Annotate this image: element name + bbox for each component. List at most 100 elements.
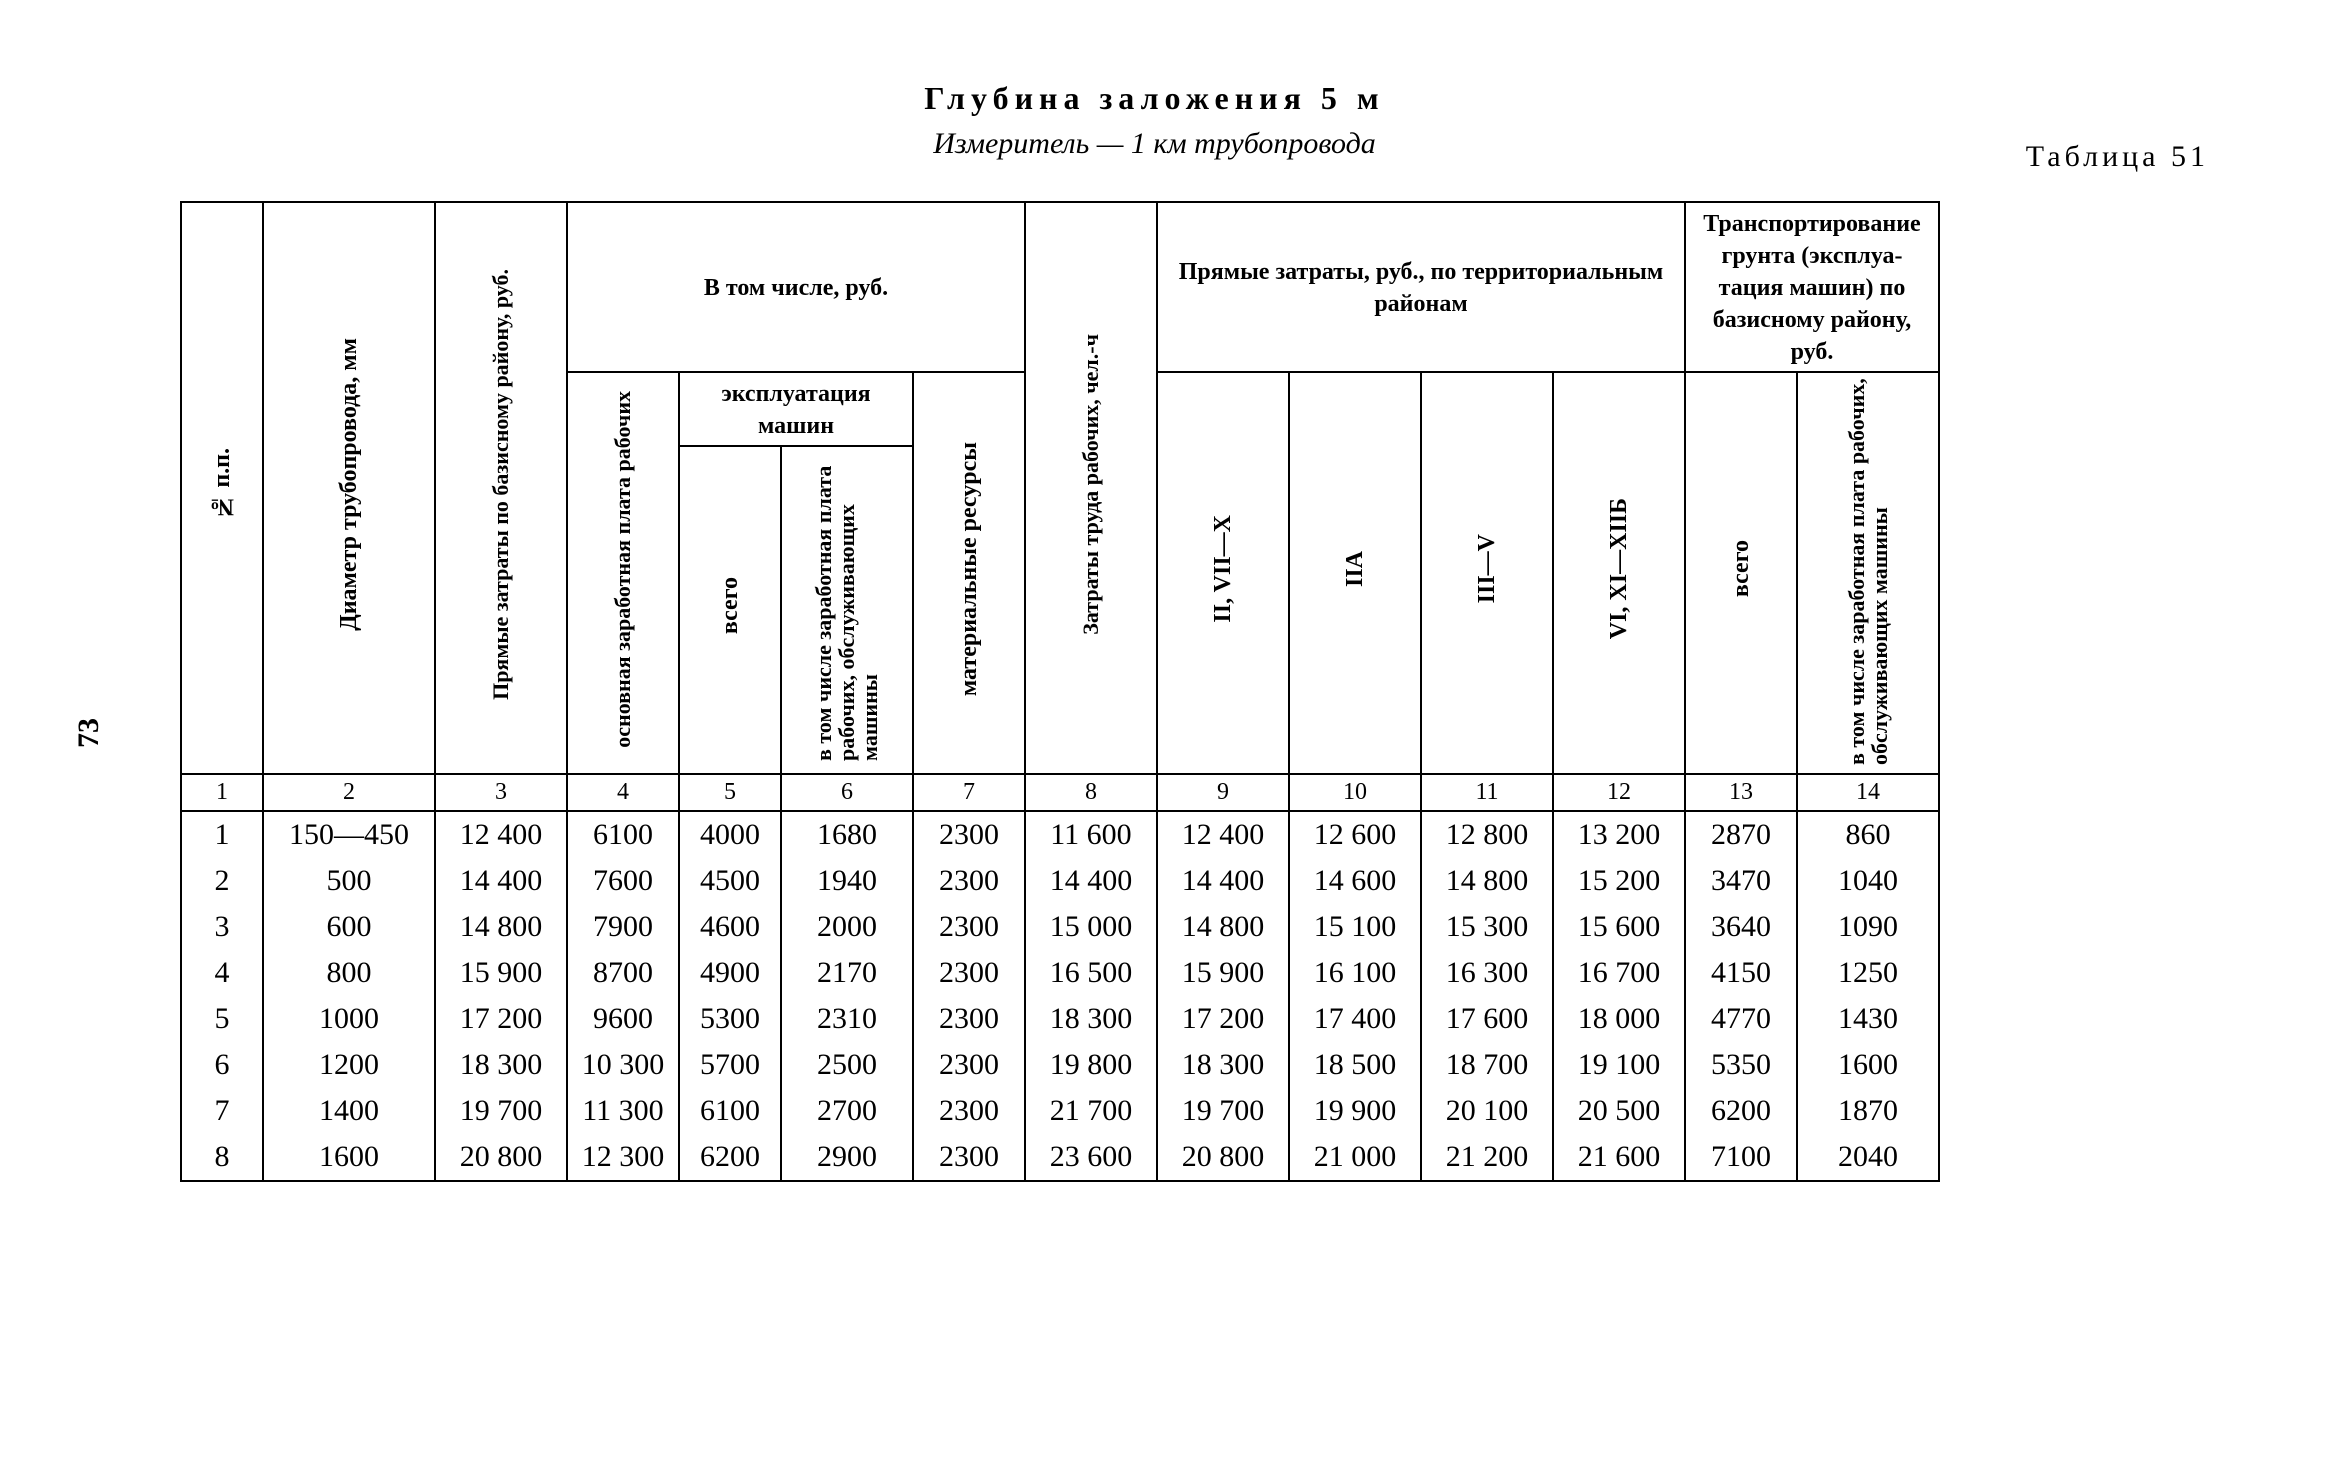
table-row: 5100017 200960053002310230018 30017 2001… — [181, 996, 1939, 1042]
table-cell: 19 800 — [1025, 1042, 1157, 1088]
table-cell: 5300 — [679, 996, 781, 1042]
table-cell: 20 100 — [1421, 1088, 1553, 1134]
table-cell: 14 600 — [1289, 858, 1421, 904]
colnum-6: 6 — [781, 774, 913, 811]
colnum-2: 2 — [263, 774, 435, 811]
table-cell: 21 000 — [1289, 1134, 1421, 1181]
table-cell: 15 200 — [1553, 858, 1685, 904]
page: 73 Глубина заложения 5 м Измеритель — 1 … — [0, 0, 2349, 1466]
table-cell: 21 600 — [1553, 1134, 1685, 1181]
table-cell: 4 — [181, 950, 263, 996]
table-cell: 15 100 — [1289, 904, 1421, 950]
table-cell: 14 800 — [1157, 904, 1289, 950]
table-cell: 2300 — [913, 858, 1025, 904]
table-cell: 6200 — [1685, 1088, 1797, 1134]
table-cell: 1870 — [1797, 1088, 1939, 1134]
table-cell: 4900 — [679, 950, 781, 996]
table-cell: 7 — [181, 1088, 263, 1134]
table-body: 1150—45012 400610040001680230011 60012 4… — [181, 811, 1939, 1181]
table-cell: 6 — [181, 1042, 263, 1088]
table-cell: 2040 — [1797, 1134, 1939, 1181]
colnum-8: 8 — [1025, 774, 1157, 811]
colnum-14: 14 — [1797, 774, 1939, 811]
col-header-10: IIА — [1342, 551, 1368, 587]
table-label: Таблица 51 — [2026, 140, 2209, 174]
colnum-9: 9 — [1157, 774, 1289, 811]
col-header-11: III—V — [1474, 534, 1500, 603]
table-cell: 18 300 — [1025, 996, 1157, 1042]
col-header-1: № п.п. — [209, 448, 235, 520]
table-cell: 19 900 — [1289, 1088, 1421, 1134]
table-cell: 6100 — [567, 811, 679, 858]
table-cell: 2700 — [781, 1088, 913, 1134]
table-cell: 13 200 — [1553, 811, 1685, 858]
table-cell: 14 400 — [1157, 858, 1289, 904]
col-header-7: материальные ресурсы — [956, 442, 982, 696]
table-cell: 17 200 — [435, 996, 567, 1042]
col-group-ekspl: эксплуатация машин — [721, 381, 870, 439]
table-cell: 1430 — [1797, 996, 1939, 1042]
table-cell: 7100 — [1685, 1134, 1797, 1181]
col-group-transp: Транспортирование грунта (эксплуа­тация … — [1703, 211, 1920, 365]
table-cell: 1090 — [1797, 904, 1939, 950]
table-cell: 500 — [263, 858, 435, 904]
table-row: 7140019 70011 30061002700230021 70019 70… — [181, 1088, 1939, 1134]
table-cell: 20 500 — [1553, 1088, 1685, 1134]
col-header-12: VI, XI—XIIБ — [1606, 498, 1632, 639]
col-header-13: всего — [1728, 540, 1754, 597]
table-cell: 15 900 — [435, 950, 567, 996]
table-cell: 7900 — [567, 904, 679, 950]
table-cell: 16 500 — [1025, 950, 1157, 996]
table-cell: 8 — [181, 1134, 263, 1181]
table-cell: 2300 — [913, 996, 1025, 1042]
table-cell: 6100 — [679, 1088, 781, 1134]
table-cell: 1250 — [1797, 950, 1939, 996]
table-head: № п.п. Диаметр трубопровода, мм Прямые з… — [181, 202, 1939, 811]
table-cell: 16 100 — [1289, 950, 1421, 996]
table-cell: 3470 — [1685, 858, 1797, 904]
table-cell: 18 000 — [1553, 996, 1685, 1042]
table-cell: 11 300 — [567, 1088, 679, 1134]
table-cell: 14 400 — [435, 858, 567, 904]
data-table: № п.п. Диаметр трубопровода, мм Прямые з… — [180, 201, 1940, 1182]
table-cell: 5700 — [679, 1042, 781, 1088]
colnum-5: 5 — [679, 774, 781, 811]
page-number: 73 — [72, 718, 106, 748]
table-cell: 6200 — [679, 1134, 781, 1181]
table-cell: 4600 — [679, 904, 781, 950]
table-cell: 15 000 — [1025, 904, 1157, 950]
colnum-10: 10 — [1289, 774, 1421, 811]
table-cell: 2000 — [781, 904, 913, 950]
table-row: 250014 400760045001940230014 40014 40014… — [181, 858, 1939, 904]
table-cell: 18 300 — [435, 1042, 567, 1088]
col-header-6: в том числе заработ­ная плата рабочих, о… — [812, 451, 881, 761]
table-cell: 12 800 — [1421, 811, 1553, 858]
table-cell: 1040 — [1797, 858, 1939, 904]
table-row: 6120018 30010 30057002500230019 80018 30… — [181, 1042, 1939, 1088]
table-cell: 15 600 — [1553, 904, 1685, 950]
table-row: 1150—45012 400610040001680230011 60012 4… — [181, 811, 1939, 858]
colnum-1: 1 — [181, 774, 263, 811]
table-cell: 4150 — [1685, 950, 1797, 996]
colnum-11: 11 — [1421, 774, 1553, 811]
colnum-12: 12 — [1553, 774, 1685, 811]
table-cell: 18 700 — [1421, 1042, 1553, 1088]
table-row: 480015 900870049002170230016 50015 90016… — [181, 950, 1939, 996]
table-wrap: № п.п. Диаметр трубопровода, мм Прямые з… — [180, 201, 2239, 1182]
table-cell: 23 600 — [1025, 1134, 1157, 1181]
col-header-5: всего — [717, 577, 743, 634]
col-header-4: основная заработная плата рабочих — [611, 391, 634, 748]
table-cell: 7600 — [567, 858, 679, 904]
col-header-8: Затраты труда рабочих, чел.-ч — [1079, 334, 1102, 635]
colnum-7: 7 — [913, 774, 1025, 811]
table-cell: 19 700 — [1157, 1088, 1289, 1134]
table-cell: 8700 — [567, 950, 679, 996]
table-cell: 2300 — [913, 904, 1025, 950]
table-cell: 1600 — [263, 1134, 435, 1181]
col-group-vtom: В том числе, руб. — [704, 275, 888, 301]
table-cell: 19 100 — [1553, 1042, 1685, 1088]
table-cell: 10 300 — [567, 1042, 679, 1088]
table-cell: 2300 — [913, 950, 1025, 996]
table-cell: 2310 — [781, 996, 913, 1042]
table-cell: 1200 — [263, 1042, 435, 1088]
